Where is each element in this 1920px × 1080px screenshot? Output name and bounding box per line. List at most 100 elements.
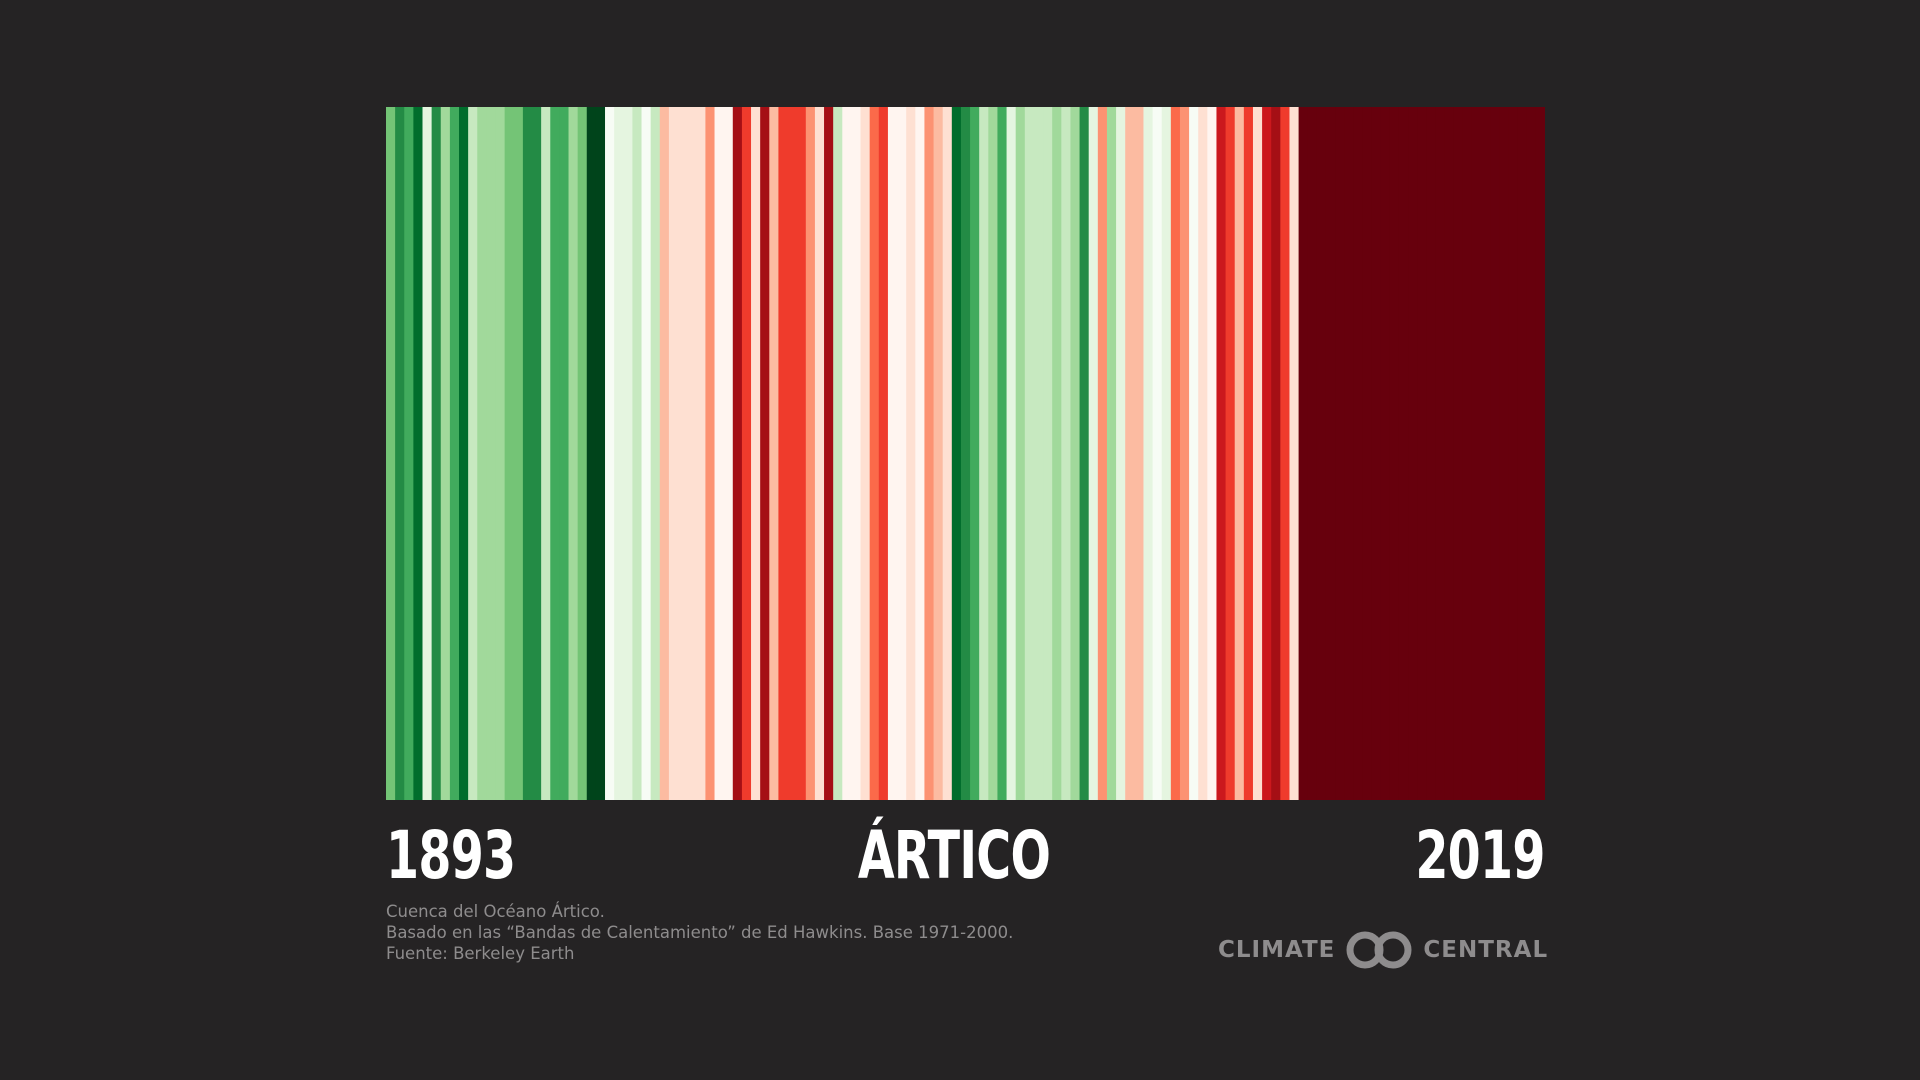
stripe-1918 xyxy=(614,107,624,800)
stripe-1920 xyxy=(632,107,643,800)
stripe-1950 xyxy=(906,107,916,800)
stripe-1932 xyxy=(741,107,752,800)
stripe-1997 xyxy=(1335,107,1345,800)
stripe-2005 xyxy=(1408,107,1418,800)
stripe-1992 xyxy=(1289,107,1300,800)
stripe-1930 xyxy=(723,107,734,800)
stripe-1914 xyxy=(577,107,588,800)
stripe-1969 xyxy=(1079,107,1090,800)
warming-stripes-chart xyxy=(386,107,1545,800)
stripe-1917 xyxy=(605,107,615,800)
logo-word-climate: CLIMATE xyxy=(1218,937,1336,963)
stripe-1959 xyxy=(988,107,999,800)
stripe-1964 xyxy=(1033,107,1044,800)
stripe-1919 xyxy=(623,107,634,800)
stripe-1976 xyxy=(1143,107,1154,800)
stripe-2011 xyxy=(1462,107,1473,800)
stripe-1915 xyxy=(586,107,597,800)
stripe-1963 xyxy=(1024,107,1035,800)
logo-word-central: CENTRAL xyxy=(1423,937,1549,963)
chart-title: ÁRTICO xyxy=(857,817,1051,894)
stripe-2010 xyxy=(1453,107,1464,800)
stripe-1968 xyxy=(1070,107,1081,800)
stripe-1947 xyxy=(878,107,889,800)
linked-rings-icon xyxy=(1346,931,1412,969)
stripe-1912 xyxy=(559,107,570,800)
stripe-1937 xyxy=(787,107,798,800)
stripe-2008 xyxy=(1435,107,1446,800)
stripe-1984 xyxy=(1216,107,1227,800)
stripe-1897 xyxy=(422,107,433,800)
stripe-1991 xyxy=(1280,107,1291,800)
stripe-1905 xyxy=(495,107,506,800)
stripe-1896 xyxy=(413,107,424,800)
stripe-1956 xyxy=(960,107,971,800)
stripe-1926 xyxy=(687,107,697,800)
stripe-2000 xyxy=(1362,107,1373,800)
stripe-1948 xyxy=(887,107,898,800)
stripe-1901 xyxy=(459,107,469,800)
stripe-2004 xyxy=(1398,107,1409,800)
stripe-1906 xyxy=(504,107,515,800)
stripe-1931 xyxy=(732,107,743,800)
stripe-1895 xyxy=(404,107,414,800)
stripe-1928 xyxy=(705,107,716,800)
stripe-1999 xyxy=(1353,107,1364,800)
stripe-1943 xyxy=(842,107,853,800)
stripe-1958 xyxy=(979,107,989,800)
stripe-1987 xyxy=(1243,107,1254,800)
stripe-1960 xyxy=(997,107,1008,800)
stripe-1981 xyxy=(1189,107,1199,800)
stripe-1929 xyxy=(714,107,725,800)
stripe-2014 xyxy=(1490,107,1500,800)
stripe-1945 xyxy=(860,107,871,800)
stripe-1913 xyxy=(568,107,579,800)
stripe-2012 xyxy=(1471,107,1482,800)
stripe-1996 xyxy=(1325,107,1336,800)
stripe-1922 xyxy=(650,107,661,800)
stripe-1944 xyxy=(851,107,862,800)
stripe-1962 xyxy=(1015,107,1026,800)
stripe-2009 xyxy=(1444,107,1455,800)
caption-source-line: Fuente: Berkeley Earth xyxy=(386,944,575,963)
stripe-1903 xyxy=(477,107,487,800)
stripe-1955 xyxy=(951,107,962,800)
stripe-2015 xyxy=(1499,107,1510,800)
climate-central-logo: CLIMATE CENTRAL xyxy=(1218,928,1547,972)
stripe-1911 xyxy=(550,107,560,800)
stripe-1966 xyxy=(1052,107,1062,800)
end-year-label: 2019 xyxy=(1415,817,1546,894)
stripe-1940 xyxy=(814,107,825,800)
stripe-1902 xyxy=(468,107,478,800)
stripe-1954 xyxy=(942,107,953,800)
stripe-1967 xyxy=(1061,107,1072,800)
stripe-1989 xyxy=(1262,107,1272,800)
stripe-1998 xyxy=(1344,107,1354,800)
stripe-1925 xyxy=(678,107,688,800)
stripe-2007 xyxy=(1426,107,1437,800)
stripe-1899 xyxy=(440,107,451,800)
stripe-1986 xyxy=(1234,107,1245,800)
stripe-1971 xyxy=(1097,107,1108,800)
stripe-2016 xyxy=(1508,107,1519,800)
stripe-1898 xyxy=(431,107,442,800)
stripe-1904 xyxy=(486,107,497,800)
stripe-1975 xyxy=(1134,107,1145,800)
stripe-2018 xyxy=(1526,107,1537,800)
stripe-1957 xyxy=(970,107,980,800)
stripe-1995 xyxy=(1316,107,1327,800)
stripe-1934 xyxy=(760,107,770,800)
caption-region-line: Cuenca del Océano Ártico. xyxy=(386,902,605,921)
stripe-2013 xyxy=(1481,107,1491,800)
stripe-1994 xyxy=(1307,107,1318,800)
stripe-2017 xyxy=(1517,107,1528,800)
stripe-1953 xyxy=(933,107,944,800)
stripe-1993 xyxy=(1298,107,1309,800)
stripe-1972 xyxy=(1106,107,1117,800)
stripe-1965 xyxy=(1043,107,1053,800)
stripe-1916 xyxy=(595,107,606,800)
stripe-1924 xyxy=(668,107,679,800)
stripe-1894 xyxy=(395,107,405,800)
stripe-1990 xyxy=(1271,107,1281,800)
stripe-1978 xyxy=(1161,107,1172,800)
